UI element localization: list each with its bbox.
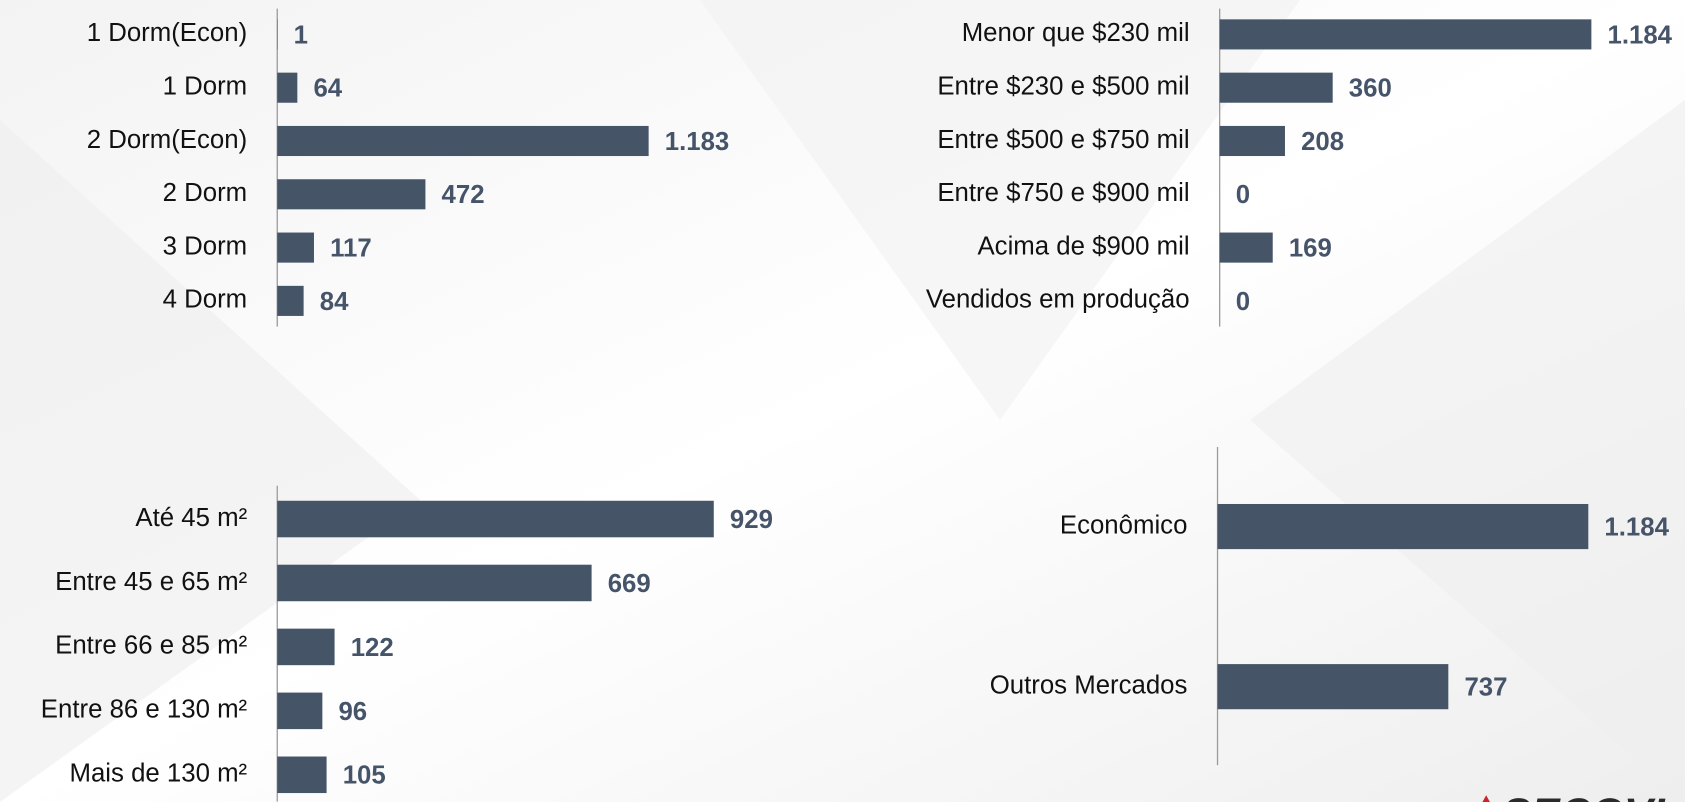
bg-shape [0, 120, 420, 802]
category-label: Vendidos em produção [926, 286, 1190, 314]
bar [277, 179, 426, 210]
bar [277, 564, 592, 602]
value-label: 0 [1236, 181, 1250, 209]
logo: SECOVI [1502, 790, 1665, 802]
bar [1219, 125, 1285, 157]
value-label: 360 [1349, 75, 1392, 103]
value-label: 169 [1289, 235, 1332, 263]
category-label: Até 45 m² [135, 504, 247, 532]
value-label: 1.183 [665, 128, 730, 156]
bar [1217, 664, 1449, 710]
category-label: Entre $230 e $500 mil [937, 72, 1189, 100]
bar [277, 756, 327, 794]
bar [1217, 503, 1589, 550]
value-label: 1.184 [1607, 21, 1672, 49]
category-label: 4 Dorm [163, 286, 248, 314]
category-label: Entre 45 e 65 m² [55, 568, 247, 596]
value-label: 737 [1464, 674, 1507, 702]
bar [277, 500, 714, 538]
category-label: 1 Dorm [163, 72, 248, 100]
category-label: Entre $750 e $900 mil [937, 179, 1189, 207]
category-label: 3 Dorm [163, 232, 248, 260]
bar [277, 692, 323, 730]
value-label: 0 [1236, 288, 1250, 316]
category-label: 2 Dorm(Econ) [87, 126, 247, 154]
category-label: 2 Dorm [163, 179, 248, 207]
category-label: Entre 86 e 130 m² [41, 696, 248, 724]
bar [1219, 232, 1273, 263]
category-label: Econômico [1060, 511, 1188, 539]
category-label: Acima de $900 mil [977, 232, 1189, 260]
charts: SECOVI 1 Dorm(Econ) 1 1 Dorm 64 2 Dorm(Econ)… [41, 8, 1673, 802]
value-label: 1.184 [1604, 514, 1669, 542]
category-label: Outros Mercados [990, 671, 1188, 699]
value-label: 96 [338, 698, 367, 726]
value-label: 472 [442, 181, 485, 209]
category-label: 1 Dorm(Econ) [87, 19, 247, 47]
value-label: 64 [313, 75, 342, 103]
value-label: 84 [320, 288, 349, 316]
category-label: Mais de 130 m² [69, 760, 247, 788]
value-label: 208 [1301, 128, 1344, 156]
category-label: Menor que $230 mil [962, 19, 1190, 47]
value-label: 105 [343, 762, 386, 790]
bg-shape [1250, 100, 1685, 802]
bar [277, 232, 314, 263]
category-label: Entre 66 e 85 m² [55, 632, 247, 660]
value-label: 669 [608, 570, 651, 598]
bar [277, 285, 304, 316]
bar [277, 72, 298, 103]
value-label: 117 [330, 235, 372, 263]
bg-shape [700, 0, 1300, 420]
value-label: 929 [730, 506, 773, 534]
category-label: Entre $500 e $750 mil [937, 126, 1189, 154]
bar [277, 628, 335, 666]
value-label: 1 [294, 21, 308, 49]
bar [277, 125, 649, 157]
value-label: 122 [351, 634, 394, 662]
logo-mark [1482, 795, 1490, 802]
bar [1219, 72, 1333, 103]
bar [1219, 19, 1592, 50]
